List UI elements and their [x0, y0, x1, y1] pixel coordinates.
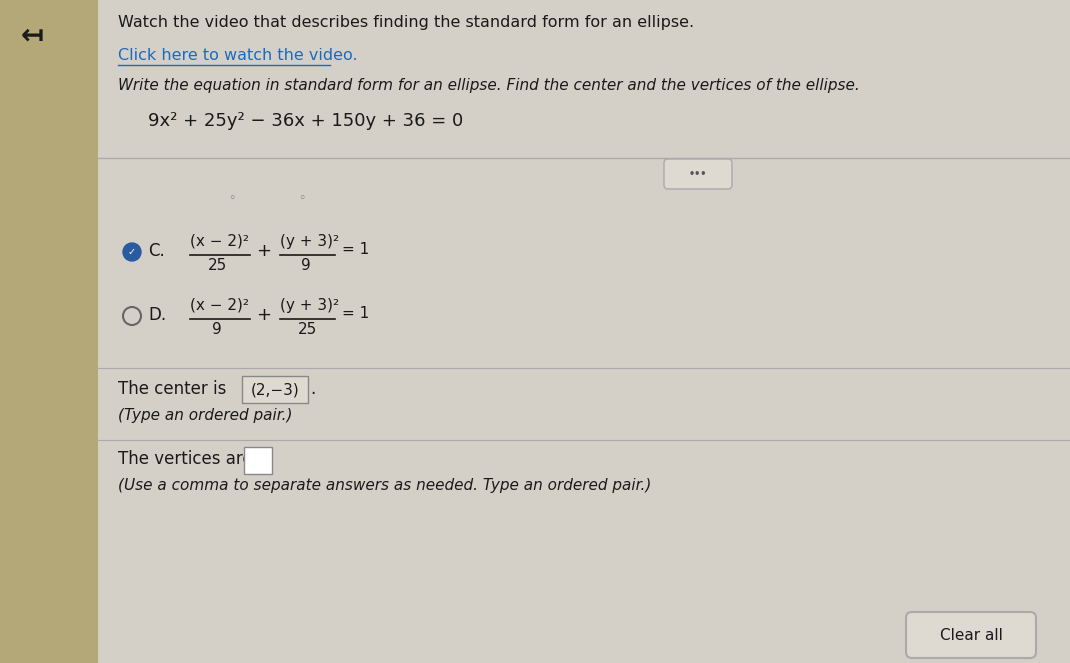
Text: The center is: The center is	[118, 380, 231, 398]
Text: (Use a comma to separate answers as needed. Type an ordered pair.): (Use a comma to separate answers as need…	[118, 478, 652, 493]
Text: The vertices are: The vertices are	[118, 450, 263, 468]
Text: ◦: ◦	[299, 192, 306, 205]
Text: (Type an ordered pair.): (Type an ordered pair.)	[118, 408, 292, 423]
Text: .: .	[310, 380, 316, 398]
Text: 25: 25	[208, 258, 227, 273]
Text: 25: 25	[299, 322, 317, 337]
Text: (x − 2)²: (x − 2)²	[190, 234, 249, 249]
FancyBboxPatch shape	[242, 376, 308, 403]
Text: 9: 9	[212, 322, 221, 337]
Text: ✓: ✓	[128, 247, 136, 257]
Text: = 1: = 1	[342, 242, 369, 257]
FancyBboxPatch shape	[244, 447, 272, 474]
Text: Click here to watch the video.: Click here to watch the video.	[118, 48, 357, 63]
Text: +: +	[256, 306, 271, 324]
Text: (y + 3)²: (y + 3)²	[280, 234, 339, 249]
Text: ◦: ◦	[228, 192, 235, 205]
Text: 9: 9	[301, 258, 310, 273]
Text: •••: •••	[689, 169, 707, 179]
FancyBboxPatch shape	[906, 612, 1036, 658]
FancyBboxPatch shape	[0, 0, 98, 663]
FancyBboxPatch shape	[664, 159, 732, 189]
Text: (2,−3): (2,−3)	[250, 383, 300, 398]
Text: = 1: = 1	[342, 306, 369, 321]
Text: D.: D.	[148, 306, 166, 324]
Text: (y + 3)²: (y + 3)²	[280, 298, 339, 313]
Text: C.: C.	[148, 242, 165, 260]
Text: 9x² + 25y² − 36x + 150y + 36 = 0: 9x² + 25y² − 36x + 150y + 36 = 0	[148, 112, 463, 130]
FancyBboxPatch shape	[98, 0, 1070, 663]
Text: Write the equation in standard form for an ellipse. Find the center and the vert: Write the equation in standard form for …	[118, 78, 860, 93]
Text: Clear all: Clear all	[939, 627, 1003, 642]
Text: (x − 2)²: (x − 2)²	[190, 298, 249, 313]
Text: +: +	[256, 242, 271, 260]
Text: ↤: ↤	[20, 22, 44, 50]
Circle shape	[123, 243, 141, 261]
Text: Watch the video that describes finding the standard form for an ellipse.: Watch the video that describes finding t…	[118, 15, 694, 30]
